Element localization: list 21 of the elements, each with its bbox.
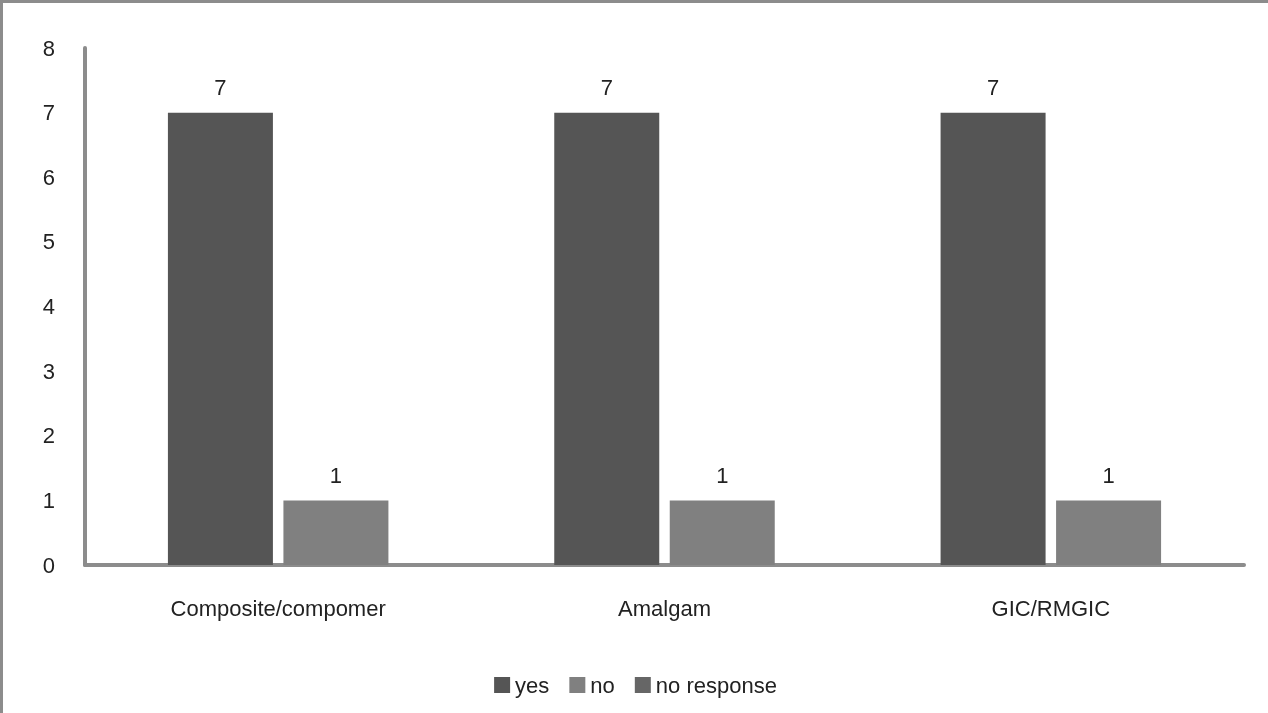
data-label: 7: [214, 75, 227, 101]
y-tick-label: 6: [42, 164, 55, 190]
y-tick-label: 5: [42, 229, 55, 255]
data-label: 7: [986, 75, 1000, 101]
y-tick-label: 0: [42, 552, 55, 578]
y-tick-label: 7: [42, 100, 55, 126]
x-tick-label: Composite/compomer: [170, 595, 386, 621]
legend-label: no: [590, 672, 615, 698]
data-label: 1: [1102, 462, 1115, 488]
legend-label: yes: [515, 672, 550, 698]
legend-label: no response: [655, 672, 777, 698]
y-tick-label: 1: [42, 487, 55, 513]
data-label: 7: [600, 75, 613, 101]
data-label: 1: [716, 462, 729, 488]
x-tick-label: Amalgam: [618, 595, 711, 621]
data-label: 1: [329, 462, 343, 488]
x-tick-label: GIC/RMGIC: [991, 595, 1111, 621]
y-tick-label: 8: [42, 35, 55, 61]
y-tick-label: 2: [42, 423, 55, 449]
y-tick-label: 4: [42, 294, 55, 319]
y-tick-label: 3: [42, 358, 55, 384]
